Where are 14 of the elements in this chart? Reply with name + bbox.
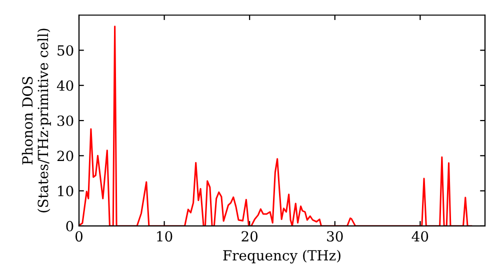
y-tick-label: 40 — [56, 80, 74, 91]
x-tick-label: 30 — [327, 231, 343, 242]
x-tick-label: 20 — [242, 231, 258, 242]
y-tick-label: 50 — [58, 45, 74, 56]
y-tick-label: 20 — [57, 150, 74, 162]
y-tick-label: 30 — [58, 116, 74, 126]
x-tick-label: 10 — [157, 231, 172, 242]
x-tick-label: 0 — [75, 231, 82, 242]
x-tick-label: 40 — [412, 231, 428, 242]
y-tick-label: 0 — [66, 220, 74, 232]
line-series — [79, 26, 472, 226]
x-axis-title: Frequency (THz) — [223, 250, 340, 264]
y-tick-label: 10 — [58, 186, 74, 196]
y-axis-title: Phonon DOS (States/THz·primitive cell) — [22, 28, 51, 212]
